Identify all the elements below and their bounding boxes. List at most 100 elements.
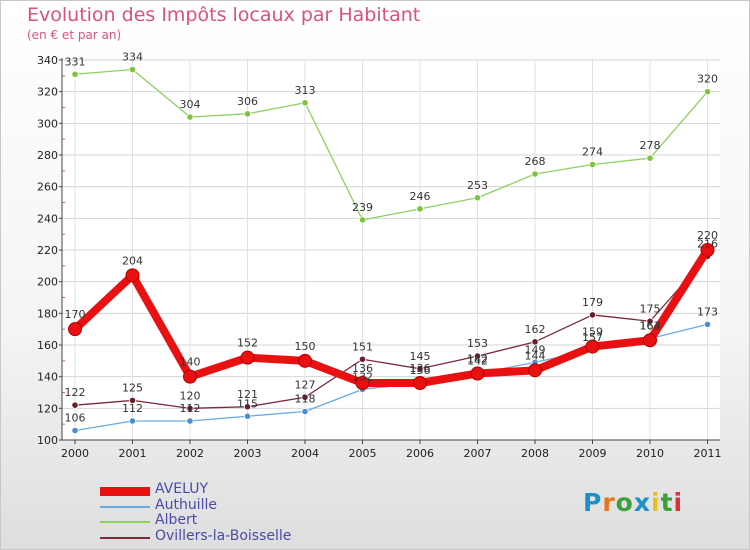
data-point-ovillers-la-boisselle <box>588 311 597 319</box>
x-tick-label: 2010 <box>636 447 664 460</box>
legend-swatch-authuille <box>100 505 150 508</box>
x-tick-label: 2002 <box>176 447 204 460</box>
x-tick-label: 2003 <box>234 447 262 460</box>
data-label-ovillers-la-boisselle: 153 <box>467 337 488 350</box>
data-point-aveluy <box>413 376 427 390</box>
y-tick-label: 280 <box>37 149 58 162</box>
data-label-authuille: 115 <box>237 397 258 410</box>
data-point-aveluy <box>355 376 370 390</box>
data-point-aveluy <box>700 243 715 257</box>
legend-label-aveluy: AVELUY <box>155 481 209 497</box>
data-label-aveluy: 204 <box>122 254 143 267</box>
data-point-aveluy <box>470 366 485 381</box>
data-label-authuille: 112 <box>122 402 143 415</box>
data-point-ovillers-la-boisselle <box>71 401 79 409</box>
grid-layer <box>62 59 720 441</box>
data-point-aveluy <box>183 369 197 384</box>
data-label-ovillers-la-boisselle: 145 <box>410 350 431 363</box>
y-tick-label: 120 <box>37 402 58 415</box>
x-tick-label: 2006 <box>406 447 434 460</box>
data-point-albert <box>358 216 367 224</box>
data-label-authuille: 157 <box>582 331 603 344</box>
data-label-aveluy: 159 <box>582 326 603 339</box>
data-label-ovillers-la-boisselle: 120 <box>180 389 201 402</box>
data-point-albert <box>416 205 424 213</box>
data-point-albert <box>531 170 539 178</box>
y-tick-label: 300 <box>37 117 58 130</box>
data-point-aveluy <box>125 268 140 283</box>
data-label-authuille: 112 <box>180 402 201 415</box>
data-point-ovillers-la-boisselle <box>646 317 654 325</box>
data-label-authuille: 164 <box>640 320 661 333</box>
data-label-albert: 239 <box>352 201 373 214</box>
data-label-albert: 313 <box>295 84 316 97</box>
data-label-authuille: 173 <box>697 305 718 318</box>
data-point-aveluy <box>643 333 657 348</box>
data-point-aveluy <box>585 339 600 354</box>
data-label-ovillers-la-boisselle: 175 <box>640 302 661 315</box>
data-point-albert <box>473 194 482 202</box>
x-tick-label: 2009 <box>579 447 607 460</box>
data-label-ovillers-la-boisselle: 216 <box>697 237 718 250</box>
data-label-ovillers-la-boisselle: 151 <box>352 340 373 353</box>
data-point-albert <box>186 113 194 121</box>
y-tick-label: 100 <box>37 434 58 447</box>
y-tick-label: 220 <box>37 244 58 257</box>
x-tick-label: 2000 <box>61 447 89 460</box>
data-label-albert: 306 <box>237 95 258 108</box>
data-point-albert <box>646 154 654 162</box>
legend-label-ovillers-la-boisselle: Ovillers-la-Boisselle <box>155 527 292 544</box>
data-label-albert: 278 <box>640 139 661 152</box>
data-label-albert: 331 <box>65 55 86 68</box>
data-point-albert <box>128 65 137 74</box>
data-label-albert: 253 <box>467 179 488 192</box>
data-label-authuille: 118 <box>295 393 316 406</box>
proxiti-logo: Proxiti <box>583 488 684 517</box>
data-point-authuille <box>186 417 194 425</box>
data-label-aveluy: 140 <box>180 356 201 369</box>
data-label-authuille: 106 <box>65 412 86 425</box>
data-label-ovillers-la-boisselle: 179 <box>582 296 603 309</box>
data-point-ovillers-la-boisselle <box>531 338 539 346</box>
x-tick-label: 2007 <box>464 447 492 460</box>
data-point-aveluy <box>528 363 542 378</box>
series-line-aveluy <box>71 246 712 387</box>
data-point-authuille <box>703 320 712 329</box>
data-label-aveluy: 144 <box>525 349 546 362</box>
x-tick-label: 2004 <box>291 447 319 460</box>
legend-swatch-albert <box>100 521 150 523</box>
data-point-ovillers-la-boisselle <box>416 365 424 373</box>
y-tick-label: 320 <box>37 86 58 99</box>
y-tick-label: 200 <box>37 276 58 289</box>
data-point-ovillers-la-boisselle <box>128 396 137 405</box>
data-point-aveluy <box>298 353 312 368</box>
data-label-ovillers-la-boisselle: 125 <box>122 381 143 394</box>
data-label-ovillers-la-boisselle: 121 <box>237 388 258 401</box>
legend-label-albert: Albert <box>155 512 198 528</box>
x-tick-label: 2011 <box>694 447 722 460</box>
data-label-authuille: 132 <box>352 370 373 383</box>
data-point-authuille <box>301 407 309 416</box>
data-point-authuille <box>128 417 137 425</box>
y-tick-label: 140 <box>37 371 58 384</box>
axis-layer: 100 120 140 160 180 200 220 240 260 280 300 320 340 2… <box>37 54 722 460</box>
data-label-albert: 320 <box>697 73 718 86</box>
data-point-albert <box>703 88 712 96</box>
data-point-albert <box>588 160 597 169</box>
data-point-aveluy <box>240 350 255 365</box>
data-label-authuille: 142 <box>467 355 488 368</box>
data-label-aveluy: 142 <box>467 353 488 366</box>
data-label-albert: 268 <box>525 155 546 168</box>
data-point-ovillers-la-boisselle <box>358 355 367 363</box>
data-point-authuille <box>71 426 79 435</box>
data-point-ovillers-la-boisselle <box>301 393 309 401</box>
x-tick-label: 2001 <box>119 447 147 460</box>
series-layer <box>68 65 715 435</box>
chart-subtitle: (en € et par an) <box>27 28 122 42</box>
data-label-albert: 246 <box>410 190 431 203</box>
data-point-ovillers-la-boisselle <box>243 403 252 411</box>
data-point-authuille <box>243 412 252 420</box>
data-point-albert <box>71 70 79 78</box>
data-label-aveluy: 150 <box>295 340 316 353</box>
y-tick-label: 340 <box>37 54 58 67</box>
